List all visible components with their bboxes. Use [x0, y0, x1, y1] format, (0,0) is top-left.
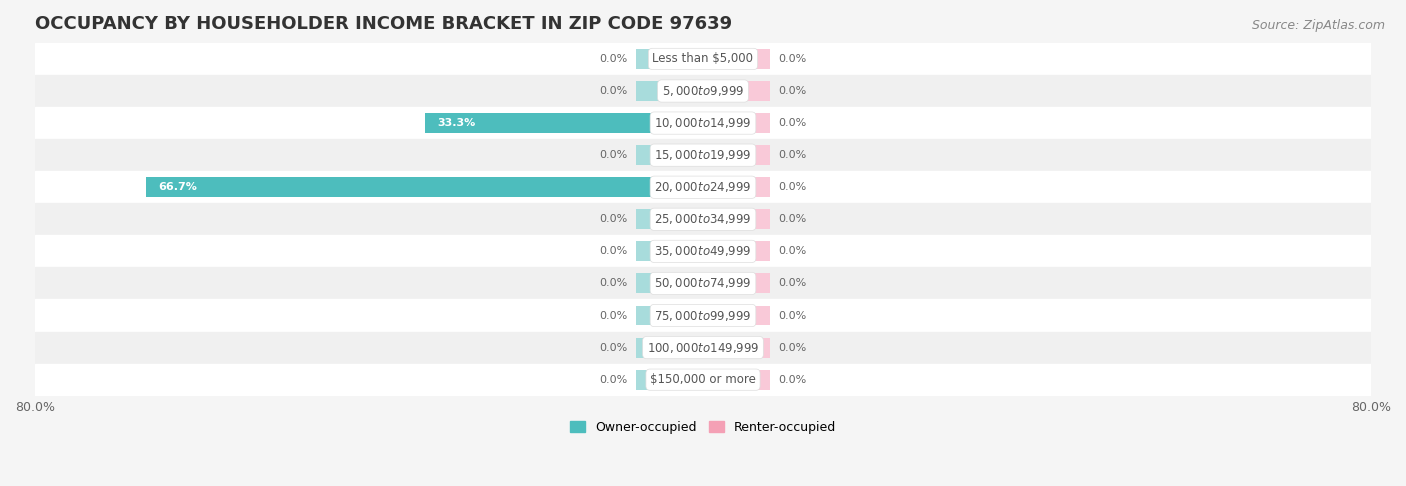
Bar — [35, 107, 1371, 139]
Bar — [636, 113, 703, 133]
Bar — [636, 274, 703, 294]
Text: 0.0%: 0.0% — [778, 54, 807, 64]
Bar — [703, 306, 770, 326]
Bar — [703, 274, 770, 294]
Text: 33.3%: 33.3% — [437, 118, 475, 128]
Text: $75,000 to $99,999: $75,000 to $99,999 — [654, 309, 752, 323]
Bar — [35, 171, 1371, 203]
Text: OCCUPANCY BY HOUSEHOLDER INCOME BRACKET IN ZIP CODE 97639: OCCUPANCY BY HOUSEHOLDER INCOME BRACKET … — [35, 15, 733, 33]
Text: Source: ZipAtlas.com: Source: ZipAtlas.com — [1251, 19, 1385, 33]
Bar — [703, 242, 770, 261]
Text: 66.7%: 66.7% — [159, 182, 197, 192]
Bar — [35, 75, 1371, 107]
Bar — [636, 370, 703, 390]
Text: $15,000 to $19,999: $15,000 to $19,999 — [654, 148, 752, 162]
Text: 0.0%: 0.0% — [778, 182, 807, 192]
Bar — [703, 81, 770, 101]
Text: 0.0%: 0.0% — [599, 278, 628, 289]
Text: 0.0%: 0.0% — [599, 246, 628, 257]
Text: $5,000 to $9,999: $5,000 to $9,999 — [662, 84, 744, 98]
Bar — [703, 49, 770, 69]
Bar — [35, 267, 1371, 299]
Text: Less than $5,000: Less than $5,000 — [652, 52, 754, 66]
Bar — [636, 242, 703, 261]
Text: 0.0%: 0.0% — [599, 311, 628, 320]
Bar — [636, 306, 703, 326]
Text: 0.0%: 0.0% — [778, 311, 807, 320]
Text: $35,000 to $49,999: $35,000 to $49,999 — [654, 244, 752, 259]
Bar — [35, 203, 1371, 235]
Bar — [35, 43, 1371, 75]
Bar — [35, 139, 1371, 171]
Bar — [636, 177, 703, 197]
Bar — [703, 370, 770, 390]
Bar — [636, 209, 703, 229]
Text: $150,000 or more: $150,000 or more — [650, 373, 756, 386]
Text: $50,000 to $74,999: $50,000 to $74,999 — [654, 277, 752, 291]
Bar — [146, 177, 703, 197]
Bar — [636, 145, 703, 165]
Text: 0.0%: 0.0% — [599, 343, 628, 352]
Bar — [35, 331, 1371, 364]
Text: 0.0%: 0.0% — [778, 86, 807, 96]
Text: 0.0%: 0.0% — [778, 118, 807, 128]
Legend: Owner-occupied, Renter-occupied: Owner-occupied, Renter-occupied — [565, 416, 841, 439]
Bar — [35, 364, 1371, 396]
Text: 0.0%: 0.0% — [778, 343, 807, 352]
Text: 0.0%: 0.0% — [778, 375, 807, 384]
Bar — [425, 113, 703, 133]
Text: 0.0%: 0.0% — [778, 246, 807, 257]
Bar — [703, 177, 770, 197]
Text: 0.0%: 0.0% — [599, 86, 628, 96]
Text: 0.0%: 0.0% — [599, 375, 628, 384]
Text: 0.0%: 0.0% — [778, 278, 807, 289]
Text: 0.0%: 0.0% — [599, 214, 628, 225]
Text: $100,000 to $149,999: $100,000 to $149,999 — [647, 341, 759, 355]
Bar — [703, 209, 770, 229]
Bar — [636, 338, 703, 358]
Bar — [35, 299, 1371, 331]
Bar — [636, 49, 703, 69]
Bar — [636, 81, 703, 101]
Text: 0.0%: 0.0% — [778, 214, 807, 225]
Text: 0.0%: 0.0% — [599, 150, 628, 160]
Text: $25,000 to $34,999: $25,000 to $34,999 — [654, 212, 752, 226]
Bar — [703, 145, 770, 165]
Text: 0.0%: 0.0% — [599, 54, 628, 64]
Text: $20,000 to $24,999: $20,000 to $24,999 — [654, 180, 752, 194]
Bar — [35, 235, 1371, 267]
Text: $10,000 to $14,999: $10,000 to $14,999 — [654, 116, 752, 130]
Text: 0.0%: 0.0% — [778, 150, 807, 160]
Bar — [703, 113, 770, 133]
Bar — [703, 338, 770, 358]
